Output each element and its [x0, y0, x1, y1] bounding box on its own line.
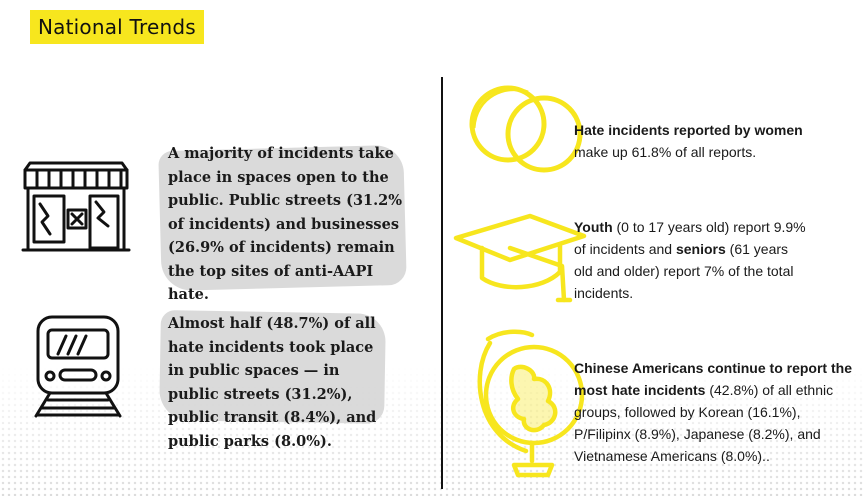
public-spaces-text: A majority of incidents take place in sp… [168, 145, 403, 303]
page-title: National Trends [30, 10, 204, 44]
youth-label: Youth [574, 219, 613, 235]
train-icon [34, 315, 122, 418]
ethnic-stat-bold: Chinese Americans continue to report the… [574, 360, 852, 398]
ethnic-stat-rest: (42.8%) of all ethnic groups, followed b… [574, 382, 834, 464]
storefront-icon [21, 161, 131, 252]
women-stat-text: Hate incidents reported by women make up… [574, 119, 844, 163]
halftone-texture [0, 366, 865, 496]
women-stat-bold: Hate incidents reported by women [574, 122, 803, 138]
seniors-label: seniors [675, 241, 726, 257]
youth-stat: (0 to 17 years old) report 9.9% of incid… [574, 219, 806, 257]
column-divider [441, 77, 443, 489]
age-stat-text: Youth (0 to 17 years old) report 9.9% of… [574, 216, 806, 304]
globe-icon [477, 329, 585, 478]
ethnic-stat-text: Chinese Americans continue to report the… [574, 357, 856, 467]
women-stat-rest: make up 61.8% of all reports. [574, 144, 757, 160]
seniors-stat: (61 years old and older) report 7% of th… [574, 241, 794, 301]
venn-circles-icon [469, 85, 583, 173]
public-transit-text: Almost half (48.7%) of all hate incident… [168, 315, 377, 450]
graduation-cap-icon [453, 213, 587, 303]
